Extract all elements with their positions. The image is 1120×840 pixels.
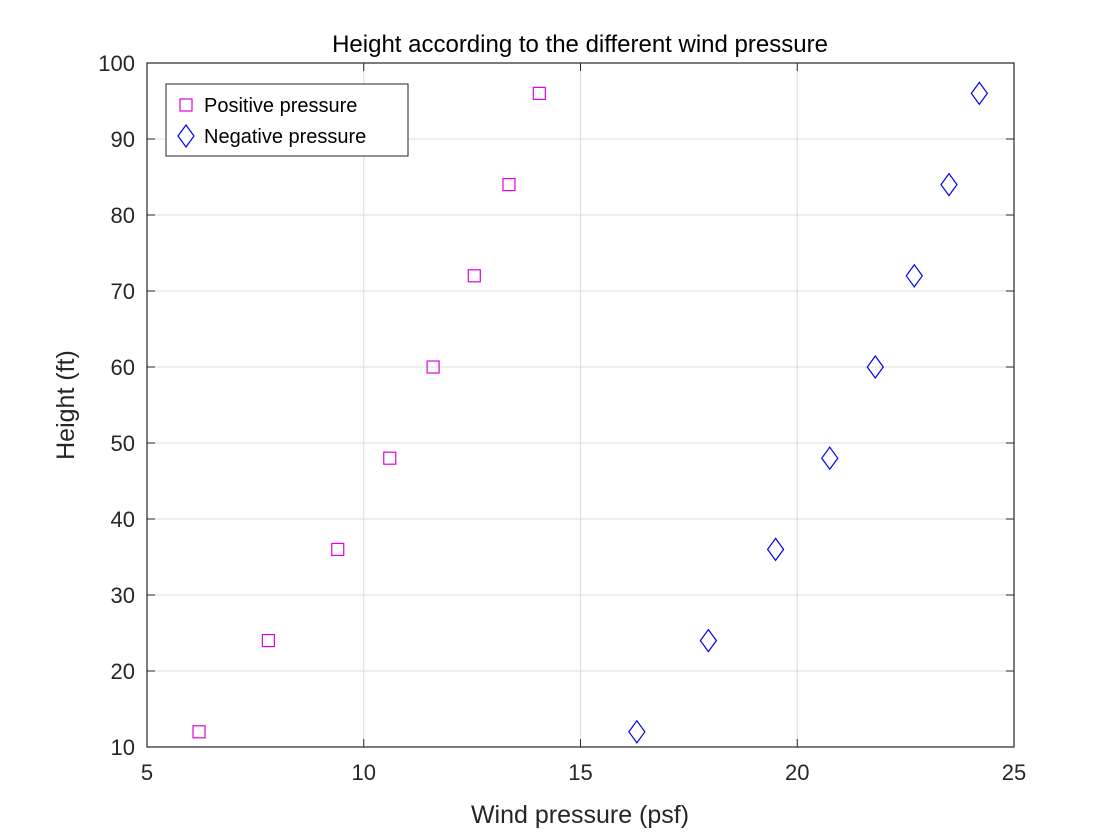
data-point [383,451,397,465]
data-point [940,172,958,197]
data-point [905,263,924,288]
data-point [821,446,839,471]
data-markers [192,81,989,744]
legend-box [165,83,409,157]
data-point [628,719,646,744]
x-tick-label: 25 [1002,760,1026,785]
y-axis-label: Height (ft) [52,350,80,460]
data-point [426,360,440,374]
y-tick-label: 60 [111,355,135,380]
data-point [532,86,546,101]
legend-label: Negative pressure [204,126,366,148]
data-point [467,269,481,283]
legend-label: Positive pressure [204,95,357,117]
y-tick-label: 10 [111,735,135,760]
data-point [699,628,718,653]
x-tick-label: 20 [785,760,809,785]
x-tick-label: 5 [141,760,153,785]
legend: Positive pressure Negative pressure [165,83,409,157]
y-tick-label: 70 [111,279,135,304]
x-tick-label: 15 [568,760,592,785]
x-tick-label: 10 [352,760,376,785]
y-tick-label: 30 [111,583,135,608]
chart-title: Height according to the different wind p… [332,31,828,58]
data-point [331,542,345,557]
grid [147,63,1014,747]
series-positive-pressure [192,86,546,739]
x-axis-label: Wind pressure (psf) [471,801,689,829]
y-tick-label: 40 [111,507,135,532]
legend-marker [179,98,193,112]
y-tick-label: 50 [111,431,135,456]
y-tick-label: 20 [111,659,135,684]
data-point [192,725,206,739]
data-point [766,537,785,562]
data-point [970,81,989,106]
y-tick-label: 90 [111,127,135,152]
data-point [866,354,885,380]
y-tick-label: 80 [111,203,135,228]
y-tick-label: 100 [98,51,135,76]
legend-marker [177,123,195,149]
series-negative-pressure [628,81,989,744]
data-point [261,633,275,648]
data-point [502,178,516,192]
